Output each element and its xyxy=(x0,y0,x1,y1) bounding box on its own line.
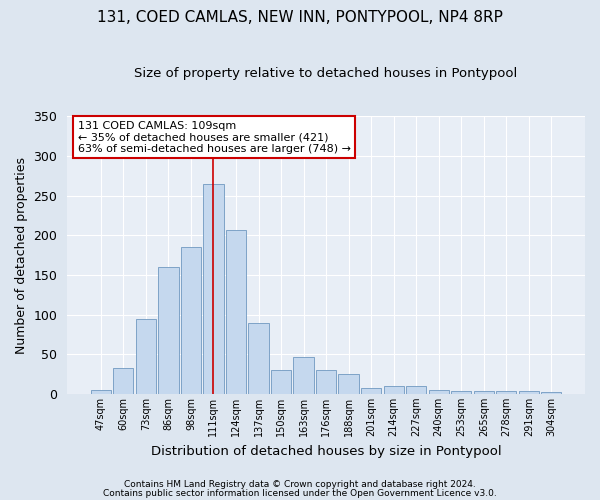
X-axis label: Distribution of detached houses by size in Pontypool: Distribution of detached houses by size … xyxy=(151,444,502,458)
Bar xyxy=(136,318,156,394)
Text: 131 COED CAMLAS: 109sqm
← 35% of detached houses are smaller (421)
63% of semi-d: 131 COED CAMLAS: 109sqm ← 35% of detache… xyxy=(77,120,350,154)
Bar xyxy=(496,390,517,394)
Bar xyxy=(541,392,562,394)
Bar xyxy=(406,386,427,394)
Bar xyxy=(383,386,404,394)
Bar xyxy=(361,388,381,394)
Bar xyxy=(473,390,494,394)
Bar xyxy=(226,230,246,394)
Bar xyxy=(428,390,449,394)
Bar xyxy=(181,247,201,394)
Text: Contains public sector information licensed under the Open Government Licence v3: Contains public sector information licen… xyxy=(103,488,497,498)
Bar xyxy=(338,374,359,394)
Text: 131, COED CAMLAS, NEW INN, PONTYPOOL, NP4 8RP: 131, COED CAMLAS, NEW INN, PONTYPOOL, NP… xyxy=(97,10,503,25)
Bar xyxy=(293,356,314,394)
Y-axis label: Number of detached properties: Number of detached properties xyxy=(15,156,28,354)
Text: Contains HM Land Registry data © Crown copyright and database right 2024.: Contains HM Land Registry data © Crown c… xyxy=(124,480,476,489)
Bar xyxy=(203,184,224,394)
Bar xyxy=(271,370,291,394)
Bar xyxy=(451,390,472,394)
Title: Size of property relative to detached houses in Pontypool: Size of property relative to detached ho… xyxy=(134,68,518,80)
Bar xyxy=(518,390,539,394)
Bar xyxy=(91,390,111,394)
Bar xyxy=(113,368,133,394)
Bar xyxy=(158,267,179,394)
Bar xyxy=(316,370,336,394)
Bar xyxy=(248,324,269,394)
